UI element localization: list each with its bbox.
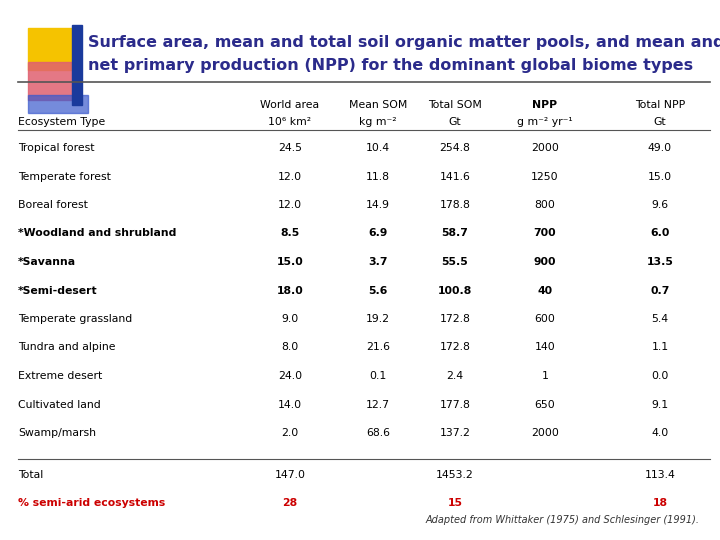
Text: 5.4: 5.4 [652, 314, 669, 324]
Text: 600: 600 [534, 314, 555, 324]
Bar [28, 95, 88, 113]
Text: 28: 28 [282, 498, 297, 508]
Text: 14.9: 14.9 [366, 200, 390, 210]
Text: Temperate forest: Temperate forest [18, 172, 111, 181]
Text: Mean SOM: Mean SOM [348, 100, 408, 110]
Text: 9.6: 9.6 [652, 200, 669, 210]
Text: Gt: Gt [654, 117, 666, 127]
Text: 147.0: 147.0 [274, 469, 305, 480]
Text: Surface area, mean and total soil organic matter pools, and mean and global: Surface area, mean and total soil organi… [88, 35, 720, 50]
Text: Extreme desert: Extreme desert [18, 371, 102, 381]
Text: 900: 900 [534, 257, 557, 267]
Text: 137.2: 137.2 [440, 428, 470, 438]
Bar [28, 62, 80, 100]
Text: 4.0: 4.0 [652, 428, 669, 438]
Text: 2.4: 2.4 [446, 371, 464, 381]
Text: 800: 800 [534, 200, 555, 210]
Text: 49.0: 49.0 [648, 143, 672, 153]
Text: 650: 650 [535, 400, 555, 409]
Text: 55.5: 55.5 [441, 257, 469, 267]
Text: 100.8: 100.8 [438, 286, 472, 295]
Text: *Savanna: *Savanna [18, 257, 76, 267]
Text: 6.0: 6.0 [650, 228, 670, 239]
Text: 140: 140 [535, 342, 555, 353]
Text: 0.0: 0.0 [652, 371, 669, 381]
Text: 11.8: 11.8 [366, 172, 390, 181]
Text: Total: Total [18, 469, 43, 480]
Text: 2.0: 2.0 [282, 428, 299, 438]
Text: Ecosystem Type: Ecosystem Type [18, 117, 105, 127]
Text: 14.0: 14.0 [278, 400, 302, 409]
Text: 68.6: 68.6 [366, 428, 390, 438]
Text: kg m⁻²: kg m⁻² [359, 117, 397, 127]
Text: 1: 1 [541, 371, 549, 381]
Text: 12.7: 12.7 [366, 400, 390, 409]
Text: 9.0: 9.0 [282, 314, 299, 324]
Text: NPP: NPP [532, 100, 557, 110]
Text: 58.7: 58.7 [441, 228, 469, 239]
Text: 19.2: 19.2 [366, 314, 390, 324]
Text: Boreal forest: Boreal forest [18, 200, 88, 210]
Text: g m⁻² yr⁻¹: g m⁻² yr⁻¹ [517, 117, 573, 127]
Text: 6.9: 6.9 [369, 228, 387, 239]
Text: 12.0: 12.0 [278, 200, 302, 210]
Text: Tropical forest: Tropical forest [18, 143, 94, 153]
Text: 21.6: 21.6 [366, 342, 390, 353]
Text: Swamp/marsh: Swamp/marsh [18, 428, 96, 438]
Text: 0.7: 0.7 [650, 286, 670, 295]
Bar [72, 25, 82, 105]
Bar [28, 28, 80, 70]
Text: Gt: Gt [449, 117, 462, 127]
Text: 141.6: 141.6 [440, 172, 470, 181]
Text: 0.1: 0.1 [369, 371, 387, 381]
Text: World area: World area [261, 100, 320, 110]
Text: 15.0: 15.0 [648, 172, 672, 181]
Text: 172.8: 172.8 [440, 342, 470, 353]
Text: 172.8: 172.8 [440, 314, 470, 324]
Text: 13.5: 13.5 [647, 257, 673, 267]
Text: 254.8: 254.8 [440, 143, 470, 153]
Text: 10.4: 10.4 [366, 143, 390, 153]
Text: 1.1: 1.1 [652, 342, 669, 353]
Text: % semi-arid ecosystems: % semi-arid ecosystems [18, 498, 166, 508]
Text: 24.5: 24.5 [278, 143, 302, 153]
Text: 2000: 2000 [531, 428, 559, 438]
Text: Cultivated land: Cultivated land [18, 400, 101, 409]
Text: 178.8: 178.8 [440, 200, 470, 210]
Text: 1453.2: 1453.2 [436, 469, 474, 480]
Text: 113.4: 113.4 [644, 469, 675, 480]
Text: 700: 700 [534, 228, 557, 239]
Text: Adapted from Whittaker (1975) and Schlesinger (1991).: Adapted from Whittaker (1975) and Schles… [426, 515, 700, 525]
Text: 18: 18 [652, 498, 667, 508]
Text: 12.0: 12.0 [278, 172, 302, 181]
Text: *Woodland and shrubland: *Woodland and shrubland [18, 228, 176, 239]
Text: 2000: 2000 [531, 143, 559, 153]
Text: net primary production (NPP) for the dominant global biome types: net primary production (NPP) for the dom… [88, 58, 693, 73]
Text: 177.8: 177.8 [440, 400, 470, 409]
Text: Tundra and alpine: Tundra and alpine [18, 342, 115, 353]
Text: 18.0: 18.0 [276, 286, 303, 295]
Text: 5.6: 5.6 [369, 286, 387, 295]
Text: 40: 40 [537, 286, 552, 295]
Text: 15.0: 15.0 [276, 257, 303, 267]
Text: 24.0: 24.0 [278, 371, 302, 381]
Text: 9.1: 9.1 [652, 400, 669, 409]
Text: 3.7: 3.7 [368, 257, 388, 267]
Text: Temperate grassland: Temperate grassland [18, 314, 132, 324]
Text: 8.0: 8.0 [282, 342, 299, 353]
Text: 10⁶ km²: 10⁶ km² [269, 117, 312, 127]
Text: *Semi-desert: *Semi-desert [18, 286, 98, 295]
Text: Total NPP: Total NPP [635, 100, 685, 110]
Text: 15: 15 [448, 498, 462, 508]
Text: 1250: 1250 [531, 172, 559, 181]
Text: 8.5: 8.5 [280, 228, 300, 239]
Text: Total SOM: Total SOM [428, 100, 482, 110]
